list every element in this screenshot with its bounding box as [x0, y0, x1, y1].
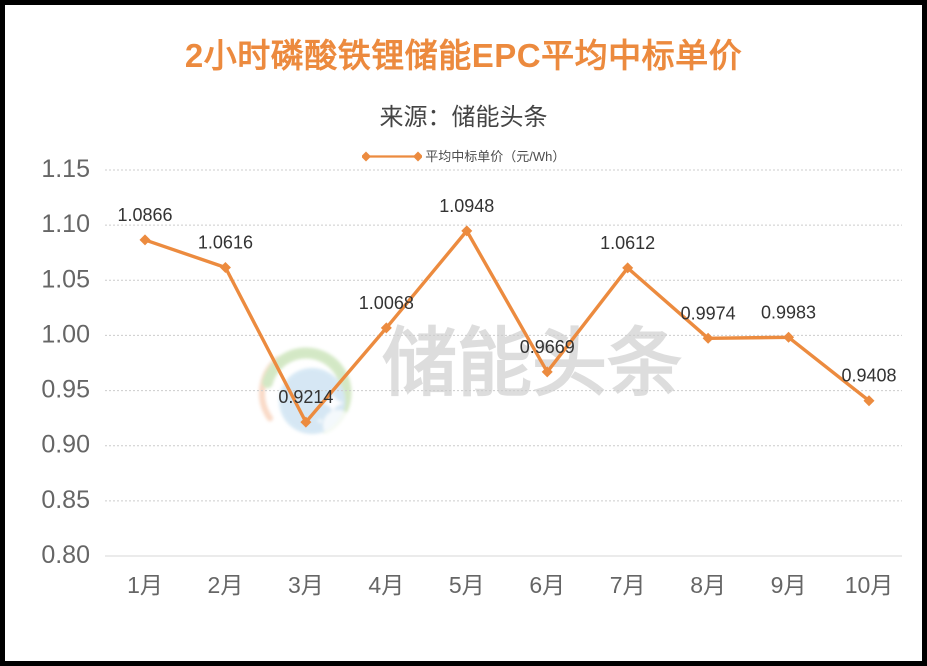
svg-text:9月: 9月	[771, 572, 807, 598]
svg-text:6月: 6月	[529, 572, 565, 598]
svg-text:1.15: 1.15	[41, 155, 90, 183]
svg-text:0.95: 0.95	[41, 376, 90, 404]
svg-text:1.0612: 1.0612	[600, 233, 655, 253]
svg-text:1.10: 1.10	[41, 210, 90, 238]
svg-text:7月: 7月	[610, 572, 646, 598]
svg-text:1.00: 1.00	[41, 320, 90, 348]
svg-text:0.90: 0.90	[41, 431, 90, 459]
svg-text:0.85: 0.85	[41, 486, 90, 514]
svg-text:1.0866: 1.0866	[117, 205, 172, 225]
svg-text:4月: 4月	[368, 572, 404, 598]
svg-text:1.0068: 1.0068	[359, 293, 414, 313]
svg-text:0.80: 0.80	[41, 541, 90, 569]
svg-text:2月: 2月	[208, 572, 244, 598]
svg-text:1.05: 1.05	[41, 265, 90, 293]
svg-text:10月: 10月	[845, 572, 894, 598]
svg-text:3月: 3月	[288, 572, 324, 598]
svg-text:8月: 8月	[690, 572, 726, 598]
svg-text:储能头条: 储能头条	[382, 321, 682, 405]
svg-text:0.9408: 0.9408	[841, 366, 896, 386]
svg-text:1.0616: 1.0616	[198, 232, 253, 252]
svg-text:0.9974: 0.9974	[681, 303, 736, 323]
svg-text:0.9214: 0.9214	[278, 387, 333, 407]
svg-text:1月: 1月	[127, 572, 163, 598]
svg-text:0.9669: 0.9669	[520, 337, 575, 357]
svg-text:1.0948: 1.0948	[439, 196, 494, 216]
svg-text:5月: 5月	[449, 572, 485, 598]
svg-text:0.9983: 0.9983	[761, 302, 816, 322]
